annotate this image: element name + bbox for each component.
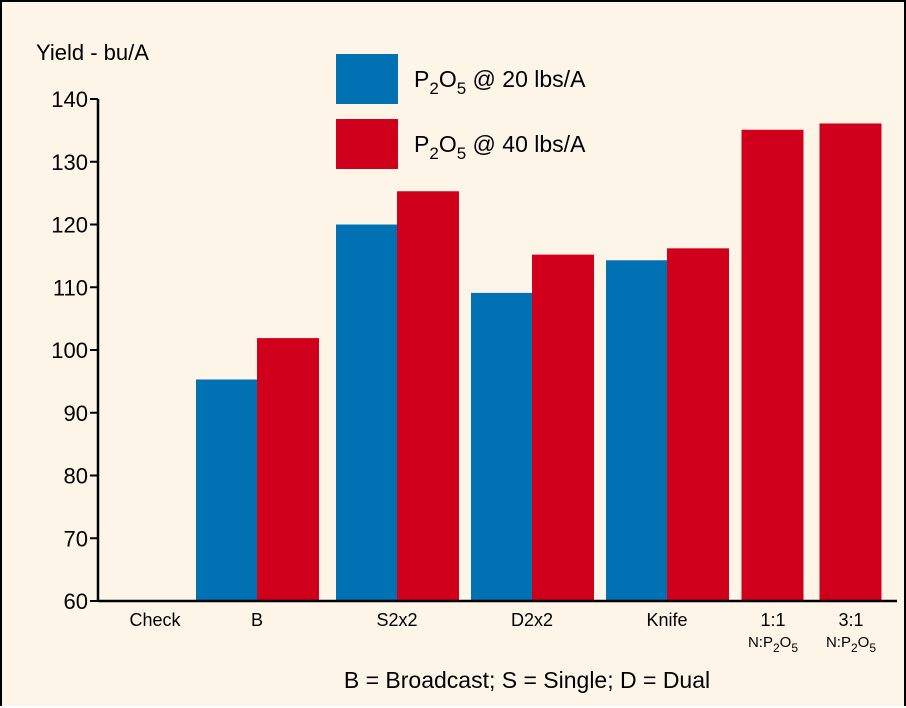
- x-tick-sublabel-11: N:P2O5: [748, 634, 798, 655]
- x-tick-label-knife: Knife: [646, 610, 687, 630]
- y-tick-label-120: 120: [51, 213, 88, 238]
- bar-31-series-2: [819, 123, 882, 601]
- bar-d2x2-series-1: [471, 292, 533, 601]
- y-tick-label-90: 90: [64, 401, 88, 426]
- bar-11-series-2: [741, 129, 804, 601]
- x-tick-label-11: 1:1: [760, 610, 785, 630]
- legend-label-1: P2O5 @ 20 lbs/A: [414, 66, 586, 98]
- y-tick-label-70: 70: [64, 526, 88, 551]
- legend-swatch-1: [336, 54, 398, 104]
- bars: [196, 123, 882, 601]
- bar-knife-series-1: [606, 260, 668, 601]
- y-tick-label-60: 60: [64, 589, 88, 614]
- y-axis-label: Yield - bu/A: [36, 40, 149, 65]
- bar-d2x2-series-2: [532, 254, 594, 601]
- x-tick-label-s2x2: S2x2: [376, 610, 417, 630]
- bar-knife-series-2: [667, 248, 729, 601]
- x-tick-label-d2x2: D2x2: [511, 610, 553, 630]
- footnote: B = Broadcast; S = Single; D = Dual: [344, 667, 710, 693]
- legend: P2O5 @ 20 lbs/A P2O5 @ 40 lbs/A: [336, 54, 586, 169]
- bar-b-series-2: [257, 338, 319, 601]
- y-tick-label-110: 110: [53, 275, 88, 300]
- bar-b-series-1: [196, 379, 258, 601]
- x-tick-sublabel-31: N:P2O5: [826, 634, 876, 655]
- bar-s2x2-series-1: [336, 224, 398, 601]
- y-tick-label-100: 100: [51, 338, 88, 363]
- y-tick-label-140: 140: [51, 87, 88, 112]
- x-tick-label-31: 3:1: [838, 610, 863, 630]
- axes: 60 70 80 90 100 110 120 130 140 Check B S2x2 D2x2 Kni…: [51, 87, 897, 655]
- bar-s2x2-series-2: [397, 191, 459, 601]
- y-tick-label-80: 80: [64, 464, 88, 489]
- x-tick-label-check: Check: [129, 610, 181, 630]
- x-tick-label-b: B: [251, 610, 263, 630]
- legend-swatch-2: [336, 119, 398, 169]
- legend-label-2: P2O5 @ 40 lbs/A: [414, 131, 586, 163]
- y-tick-label-130: 130: [51, 150, 88, 175]
